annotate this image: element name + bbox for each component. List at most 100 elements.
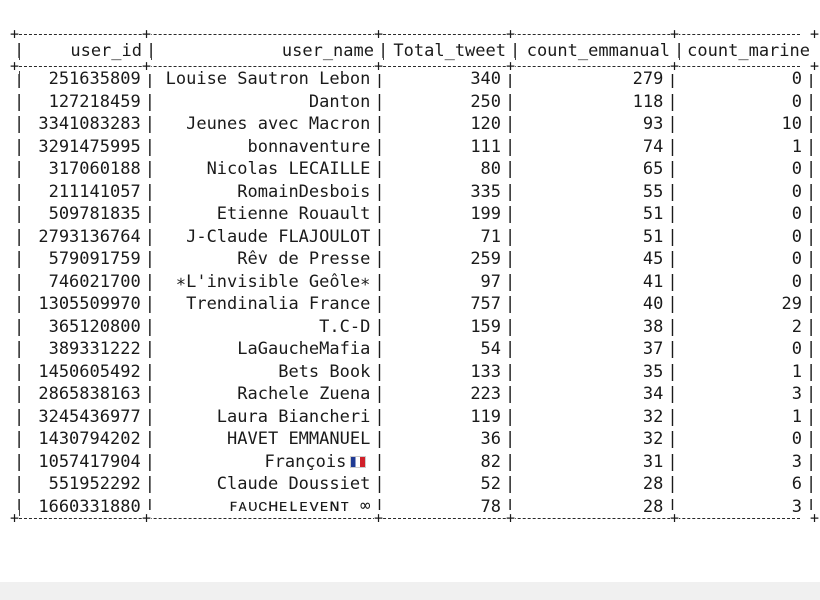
header-count-emmanual: count_emmanual xyxy=(526,41,670,61)
cell-separator: | xyxy=(674,41,685,61)
cell-user-name: Laura Biancheri xyxy=(216,406,371,427)
cell-separator: | xyxy=(144,69,155,90)
cell-separator: | xyxy=(667,361,678,382)
cell-separator: | xyxy=(505,91,516,112)
cell-user-id: 211141057 xyxy=(48,181,141,202)
cell-count-marine: 0 xyxy=(791,204,802,225)
cell-user-name: Claude Doussiet xyxy=(216,474,371,495)
cell-separator: | xyxy=(14,496,25,517)
cell-separator: | xyxy=(505,204,516,225)
cell-separator: | xyxy=(806,294,817,315)
cell-user-name: Nicolas LECAILLE xyxy=(206,159,371,180)
cell-separator: | xyxy=(806,114,817,135)
table-corner-mark: + xyxy=(142,25,152,43)
cell-separator: | xyxy=(374,474,385,495)
table-row: | 3291475995 | bonnaventure | 111 | 74 | 1 | xyxy=(14,136,817,159)
table-row: | 3245436977 | Laura Biancheri | 119 | 32 | 1 | xyxy=(14,406,817,429)
cell-count-emmanual: 32 xyxy=(642,429,664,450)
cell-total-tweet: 36 xyxy=(480,429,502,450)
cell-separator: | xyxy=(667,181,678,202)
cell-count-emmanual: 279 xyxy=(632,69,664,90)
cell-separator: | xyxy=(144,496,155,517)
cell-separator: | xyxy=(144,316,155,337)
cell-user-id: 2793136764 xyxy=(38,226,141,247)
cell-separator: | xyxy=(667,339,678,360)
cell-separator: | xyxy=(144,159,155,180)
table-header: | user_id | user_name | Total_tweet | co… xyxy=(14,36,814,66)
table-row: | 1430794202 | HAVET EMMANUEL | 36 | 32 | 0 | xyxy=(14,428,816,451)
cell-count-emmanual: 37 xyxy=(642,339,664,360)
cell-total-tweet: 159 xyxy=(470,316,502,337)
cell-separator: | xyxy=(667,294,678,315)
cell-separator: | xyxy=(505,136,516,157)
table-row: | 579091759 | Rêv de Presse | 259 | 45 | 0 | xyxy=(14,248,816,271)
cell-separator: | xyxy=(667,69,678,90)
cell-count-emmanual: 28 xyxy=(642,474,664,495)
cell-separator: | xyxy=(144,429,155,450)
cell-user-id: 1450605492 xyxy=(38,361,141,382)
cell-total-tweet: 259 xyxy=(470,249,502,270)
header-user-id: user_id xyxy=(70,41,142,61)
cell-count-emmanual: 74 xyxy=(642,136,664,157)
cell-user-id: 2865838163 xyxy=(38,384,141,405)
cell-user-id: 1057417904 xyxy=(38,451,141,472)
cell-separator: | xyxy=(505,429,516,450)
cell-separator: | xyxy=(14,384,25,405)
cell-count-marine: 0 xyxy=(791,159,802,180)
table-row: | 365120800 | T.C-D | 159 | 38 | 2 | xyxy=(14,316,816,339)
cell-separator: | xyxy=(667,114,678,135)
table-corner-mark: + xyxy=(506,25,516,43)
cell-user-id: 746021700 xyxy=(48,271,141,292)
cell-total-tweet: 199 xyxy=(470,204,502,225)
cell-separator: | xyxy=(806,406,817,427)
cell-separator: | xyxy=(144,339,155,360)
cell-separator: | xyxy=(14,406,25,427)
cell-total-tweet: 133 xyxy=(470,361,502,382)
cell-count-marine: 0 xyxy=(791,339,802,360)
cell-separator: | xyxy=(144,271,155,292)
cell-separator: | xyxy=(144,181,155,202)
table-corner-mark: + xyxy=(670,25,680,43)
cell-separator: | xyxy=(667,384,678,405)
cell-separator: | xyxy=(505,496,516,517)
cell-separator: | xyxy=(806,136,817,157)
table-corner-mark: + xyxy=(374,509,384,527)
cell-count-marine: 6 xyxy=(791,474,802,495)
cell-user-name: J-Claude FLAJOULOT xyxy=(186,226,371,247)
cell-separator: | xyxy=(14,41,25,61)
table-corner-mark: + xyxy=(506,57,516,75)
cell-separator: | xyxy=(806,181,817,202)
cell-count-marine: 0 xyxy=(791,69,802,90)
table-row: | 3341083283 | Jeunes avec Macron | 120 | 93 | 10… xyxy=(14,113,817,136)
cell-user-id: 127218459 xyxy=(48,91,141,112)
cell-count-marine: 1 xyxy=(791,136,802,157)
cell-separator: | xyxy=(374,181,385,202)
cell-separator: | xyxy=(14,181,25,202)
cell-total-tweet: 111 xyxy=(470,136,502,157)
cell-user-id: 251635809 xyxy=(48,69,141,90)
cell-user-name: François xyxy=(153,452,375,472)
cell-user-name: Danton xyxy=(308,91,371,112)
header-user-name: user_name xyxy=(281,41,374,61)
cell-separator: | xyxy=(14,339,25,360)
cell-separator: | xyxy=(14,429,25,450)
cell-count-marine: 0 xyxy=(791,226,802,247)
cell-count-marine: 0 xyxy=(791,429,802,450)
cell-user-name: ∗L'invisible Geôle∗ xyxy=(175,271,371,292)
cell-separator: | xyxy=(806,226,817,247)
cell-separator: | xyxy=(667,429,678,450)
header-count-marine: count_marine xyxy=(687,41,810,61)
cell-user-name: Bets Book xyxy=(278,361,371,382)
table-row: | 211141057 | RomainDesbois | 335 | 55 | 0 | xyxy=(14,181,817,204)
cell-separator: | xyxy=(667,249,678,270)
cell-count-emmanual: 93 xyxy=(642,114,664,135)
cell-count-marine: 10 xyxy=(781,114,802,135)
cell-count-emmanual: 32 xyxy=(642,406,664,427)
cell-total-tweet: 97 xyxy=(480,271,502,292)
cell-total-tweet: 78 xyxy=(480,496,502,517)
cell-user-name: ꜰᴀᴜᴄʜᴇʟᴇᴠᴇɴᴛ ∞ xyxy=(229,496,371,517)
cell-count-emmanual: 34 xyxy=(642,384,664,405)
france-flag-icon xyxy=(350,455,367,468)
cell-separator: | xyxy=(144,249,155,270)
cell-separator: | xyxy=(505,181,516,202)
